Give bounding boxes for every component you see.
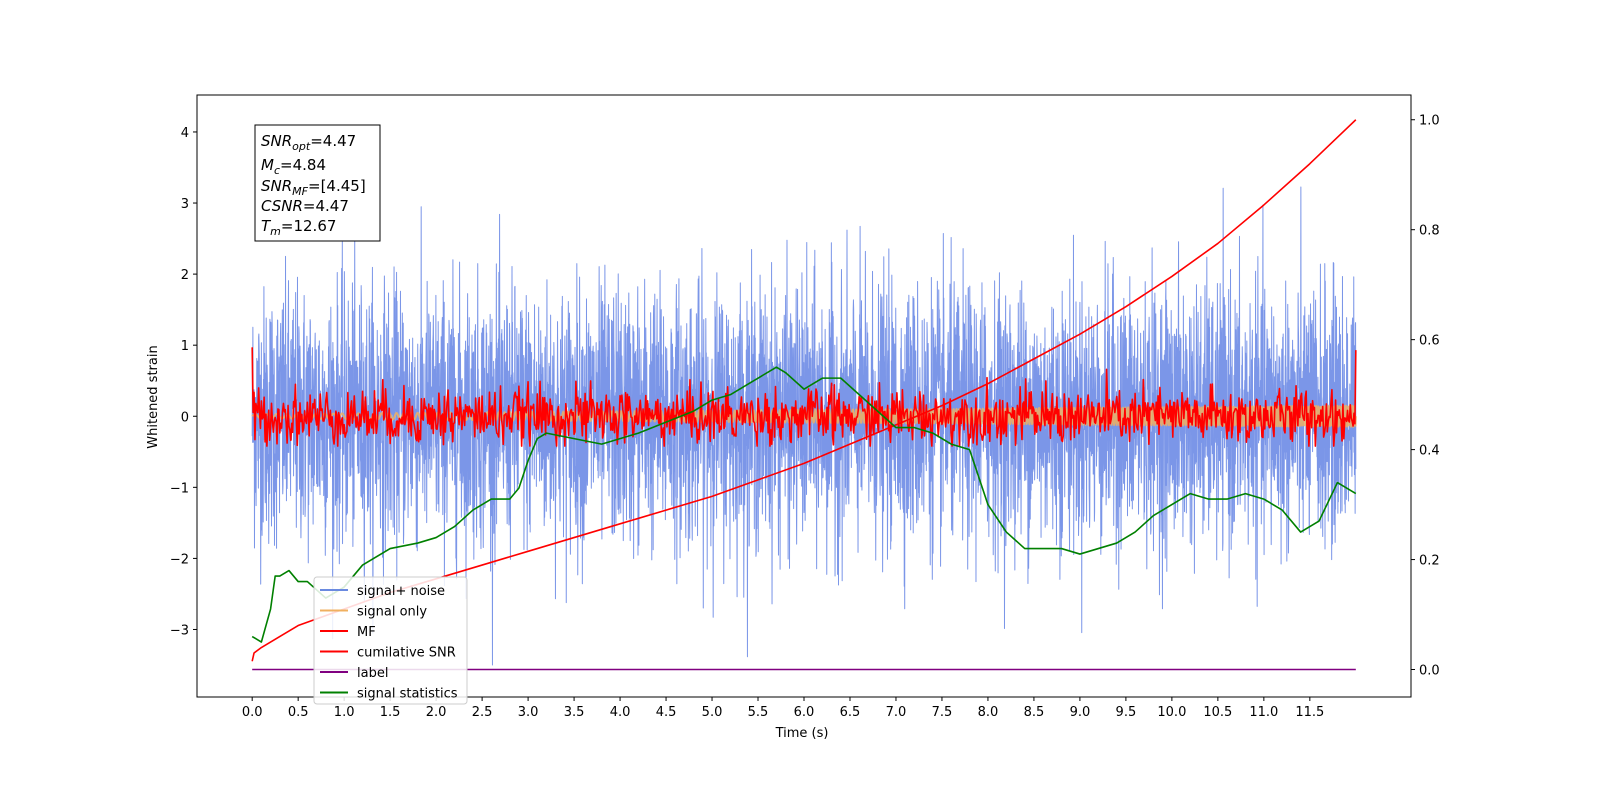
y2-tick-label: 1.0	[1419, 114, 1440, 129]
x-tick-label: 3.0	[518, 705, 539, 720]
y-tick-label: 4	[181, 126, 189, 141]
y-axis-left: 4 3 2 1 0 −1 −2 −3	[170, 126, 197, 638]
y2-tick-label: 0.4	[1419, 444, 1440, 459]
x-tick-label: 2.5	[472, 705, 493, 720]
series-signal-noise	[251, 186, 1357, 666]
x-tick-label: 4.0	[610, 705, 631, 720]
y-tick-label: −1	[170, 481, 189, 496]
x-tick-label: 1.0	[334, 705, 355, 720]
svg-text:CSNR=4.47: CSNR=4.47	[261, 197, 349, 215]
series-mf	[251, 347, 1357, 447]
y-tick-label: 1	[181, 339, 189, 354]
y2-tick-label: 0.0	[1419, 664, 1440, 679]
y-tick-label: −3	[170, 623, 189, 638]
y2-tick-label: 0.2	[1419, 554, 1440, 569]
x-axis-title: Time (s)	[775, 726, 829, 741]
x-tick-label: 0.5	[288, 705, 309, 720]
info-csnr: =4.47	[303, 197, 349, 215]
y-tick-label: 2	[181, 268, 189, 283]
legend-label: signal+ noise	[357, 584, 445, 599]
y2-tick-label: 0.8	[1419, 224, 1440, 239]
legend: signal+ noise signal only MF cumilative SNR…	[313, 576, 468, 705]
x-tick-label: 8.0	[978, 705, 999, 720]
svg-text:Tm=12.67: Tm=12.67	[261, 217, 336, 238]
info-tm: =12.67	[281, 217, 337, 235]
x-tick-label: 7.5	[932, 705, 953, 720]
x-tick-label: 2.0	[426, 705, 447, 720]
x-axis: 0.0 0.5 1.0 1.5 2.0 2.5 3.0 3.5 4.0 4.5 5.0 5.5 6.0 6…	[242, 697, 1324, 720]
legend-label: label	[357, 666, 388, 681]
series-signal-statistics	[251, 366, 1357, 643]
x-tick-label: 7.0	[886, 705, 907, 720]
x-tick-label: 8.5	[1024, 705, 1045, 720]
y-tick-label: 0	[181, 410, 189, 425]
x-tick-label: 6.5	[840, 705, 861, 720]
y-axis-title: Whitened strain	[146, 345, 161, 448]
svg-text:Mc=4.84: Mc=4.84	[261, 156, 326, 177]
x-tick-label: 0.0	[242, 705, 263, 720]
x-tick-label: 4.5	[656, 705, 677, 720]
y2-tick-label: 0.6	[1419, 334, 1440, 349]
y-tick-label: −2	[170, 552, 189, 567]
x-tick-label: 9.0	[1070, 705, 1091, 720]
x-tick-label: 9.5	[1116, 705, 1137, 720]
y-axis-right: 1.0 0.8 0.6 0.4 0.2 0.0	[1411, 114, 1440, 679]
x-tick-label: 11.5	[1295, 705, 1324, 720]
legend-label: signal statistics	[357, 687, 458, 702]
legend-label: signal only	[357, 605, 427, 620]
x-tick-label: 6.0	[794, 705, 815, 720]
svg-text:SNRopt=4.47: SNRopt=4.47	[261, 132, 356, 153]
x-tick-label: 3.5	[564, 705, 585, 720]
x-tick-label: 5.0	[702, 705, 723, 720]
x-tick-label: 10.0	[1157, 705, 1186, 720]
svg-text:SNRMF=[4.45]: SNRMF=[4.45]	[261, 177, 366, 198]
info-snr-mf: =[4.45]	[308, 177, 366, 195]
info-snr-opt: =4.47	[310, 132, 356, 150]
info-box: SNRopt=4.47 Mc=4.84 SNRMF=[4.45] CSNR=4.…	[254, 124, 381, 242]
x-tick-label: 5.5	[748, 705, 769, 720]
legend-label: MF	[357, 625, 376, 640]
y-tick-label: 3	[181, 197, 189, 212]
info-mc: =4.84	[280, 156, 326, 174]
legend-label: cumilative SNR	[357, 646, 456, 661]
x-tick-label: 10.5	[1203, 705, 1232, 720]
x-tick-label: 1.5	[380, 705, 401, 720]
x-tick-label: 11.0	[1249, 705, 1278, 720]
